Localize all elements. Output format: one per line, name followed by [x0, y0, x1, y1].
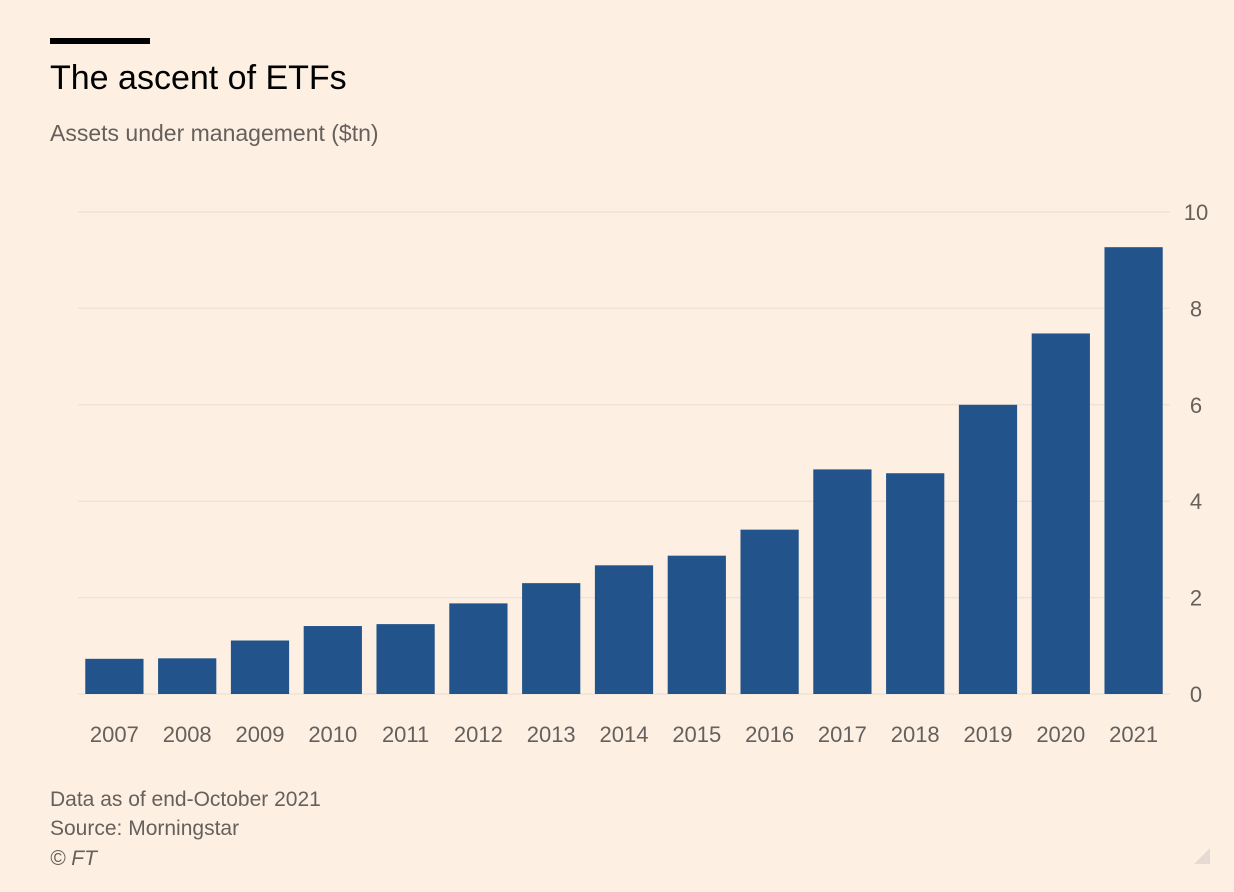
x-tick-label: 2007	[90, 722, 139, 747]
bar-2016	[740, 529, 799, 694]
bar-2014	[594, 565, 654, 694]
y-tick-label: 10	[1184, 200, 1208, 225]
bar-2017	[813, 469, 872, 694]
bars	[85, 247, 1163, 694]
resize-handle-icon[interactable]	[1194, 848, 1210, 864]
bar-2012	[449, 603, 508, 694]
copyright-note: © FT	[50, 847, 97, 870]
y-tick-label: 4	[1190, 489, 1202, 514]
bar-2008	[158, 658, 217, 694]
bar-2019	[958, 404, 1018, 694]
x-tick-label: 2016	[745, 722, 794, 747]
x-tick-label: 2013	[527, 722, 576, 747]
bar-2021	[1104, 247, 1163, 694]
chart-subtitle: Assets under management ($tn)	[50, 120, 379, 146]
x-tick-label: 2009	[236, 722, 285, 747]
bar-2011	[376, 624, 435, 694]
x-tick-label: 2021	[1109, 722, 1158, 747]
bar-2015	[667, 555, 726, 694]
x-tick-label: 2017	[818, 722, 867, 747]
x-axis-ticks: 2007 2008 2009 2010 2011 2012 2013 2014 2015 2016…	[90, 722, 1158, 747]
y-tick-label: 0	[1190, 682, 1202, 707]
y-tick-label: 6	[1190, 393, 1202, 418]
y-tick-label: 8	[1190, 296, 1202, 321]
x-tick-label: 2012	[454, 722, 503, 747]
bar-2020	[1031, 333, 1090, 694]
bar-2007	[85, 658, 144, 694]
x-tick-label: 2014	[600, 722, 649, 747]
x-tick-label: 2010	[308, 722, 357, 747]
data-note: Data as of end-October 2021	[50, 788, 321, 811]
bar-2018	[886, 473, 945, 694]
x-tick-label: 2018	[891, 722, 940, 747]
chart-title: The ascent of ETFs	[50, 59, 347, 97]
bar-2013	[522, 583, 581, 694]
x-tick-label: 2019	[964, 722, 1013, 747]
title-accent-rule	[50, 38, 150, 44]
y-axis-ticks: 0 2 4 6 8 10	[1184, 200, 1208, 707]
y-tick-label: 2	[1190, 586, 1202, 611]
x-tick-label: 2015	[672, 722, 721, 747]
bar-2010	[303, 626, 362, 694]
bar-2009	[230, 640, 290, 694]
x-tick-label: 2011	[382, 722, 429, 747]
source-note: Source: Morningstar	[50, 817, 240, 840]
x-tick-label: 2008	[163, 722, 212, 747]
x-tick-label: 2020	[1036, 722, 1085, 747]
